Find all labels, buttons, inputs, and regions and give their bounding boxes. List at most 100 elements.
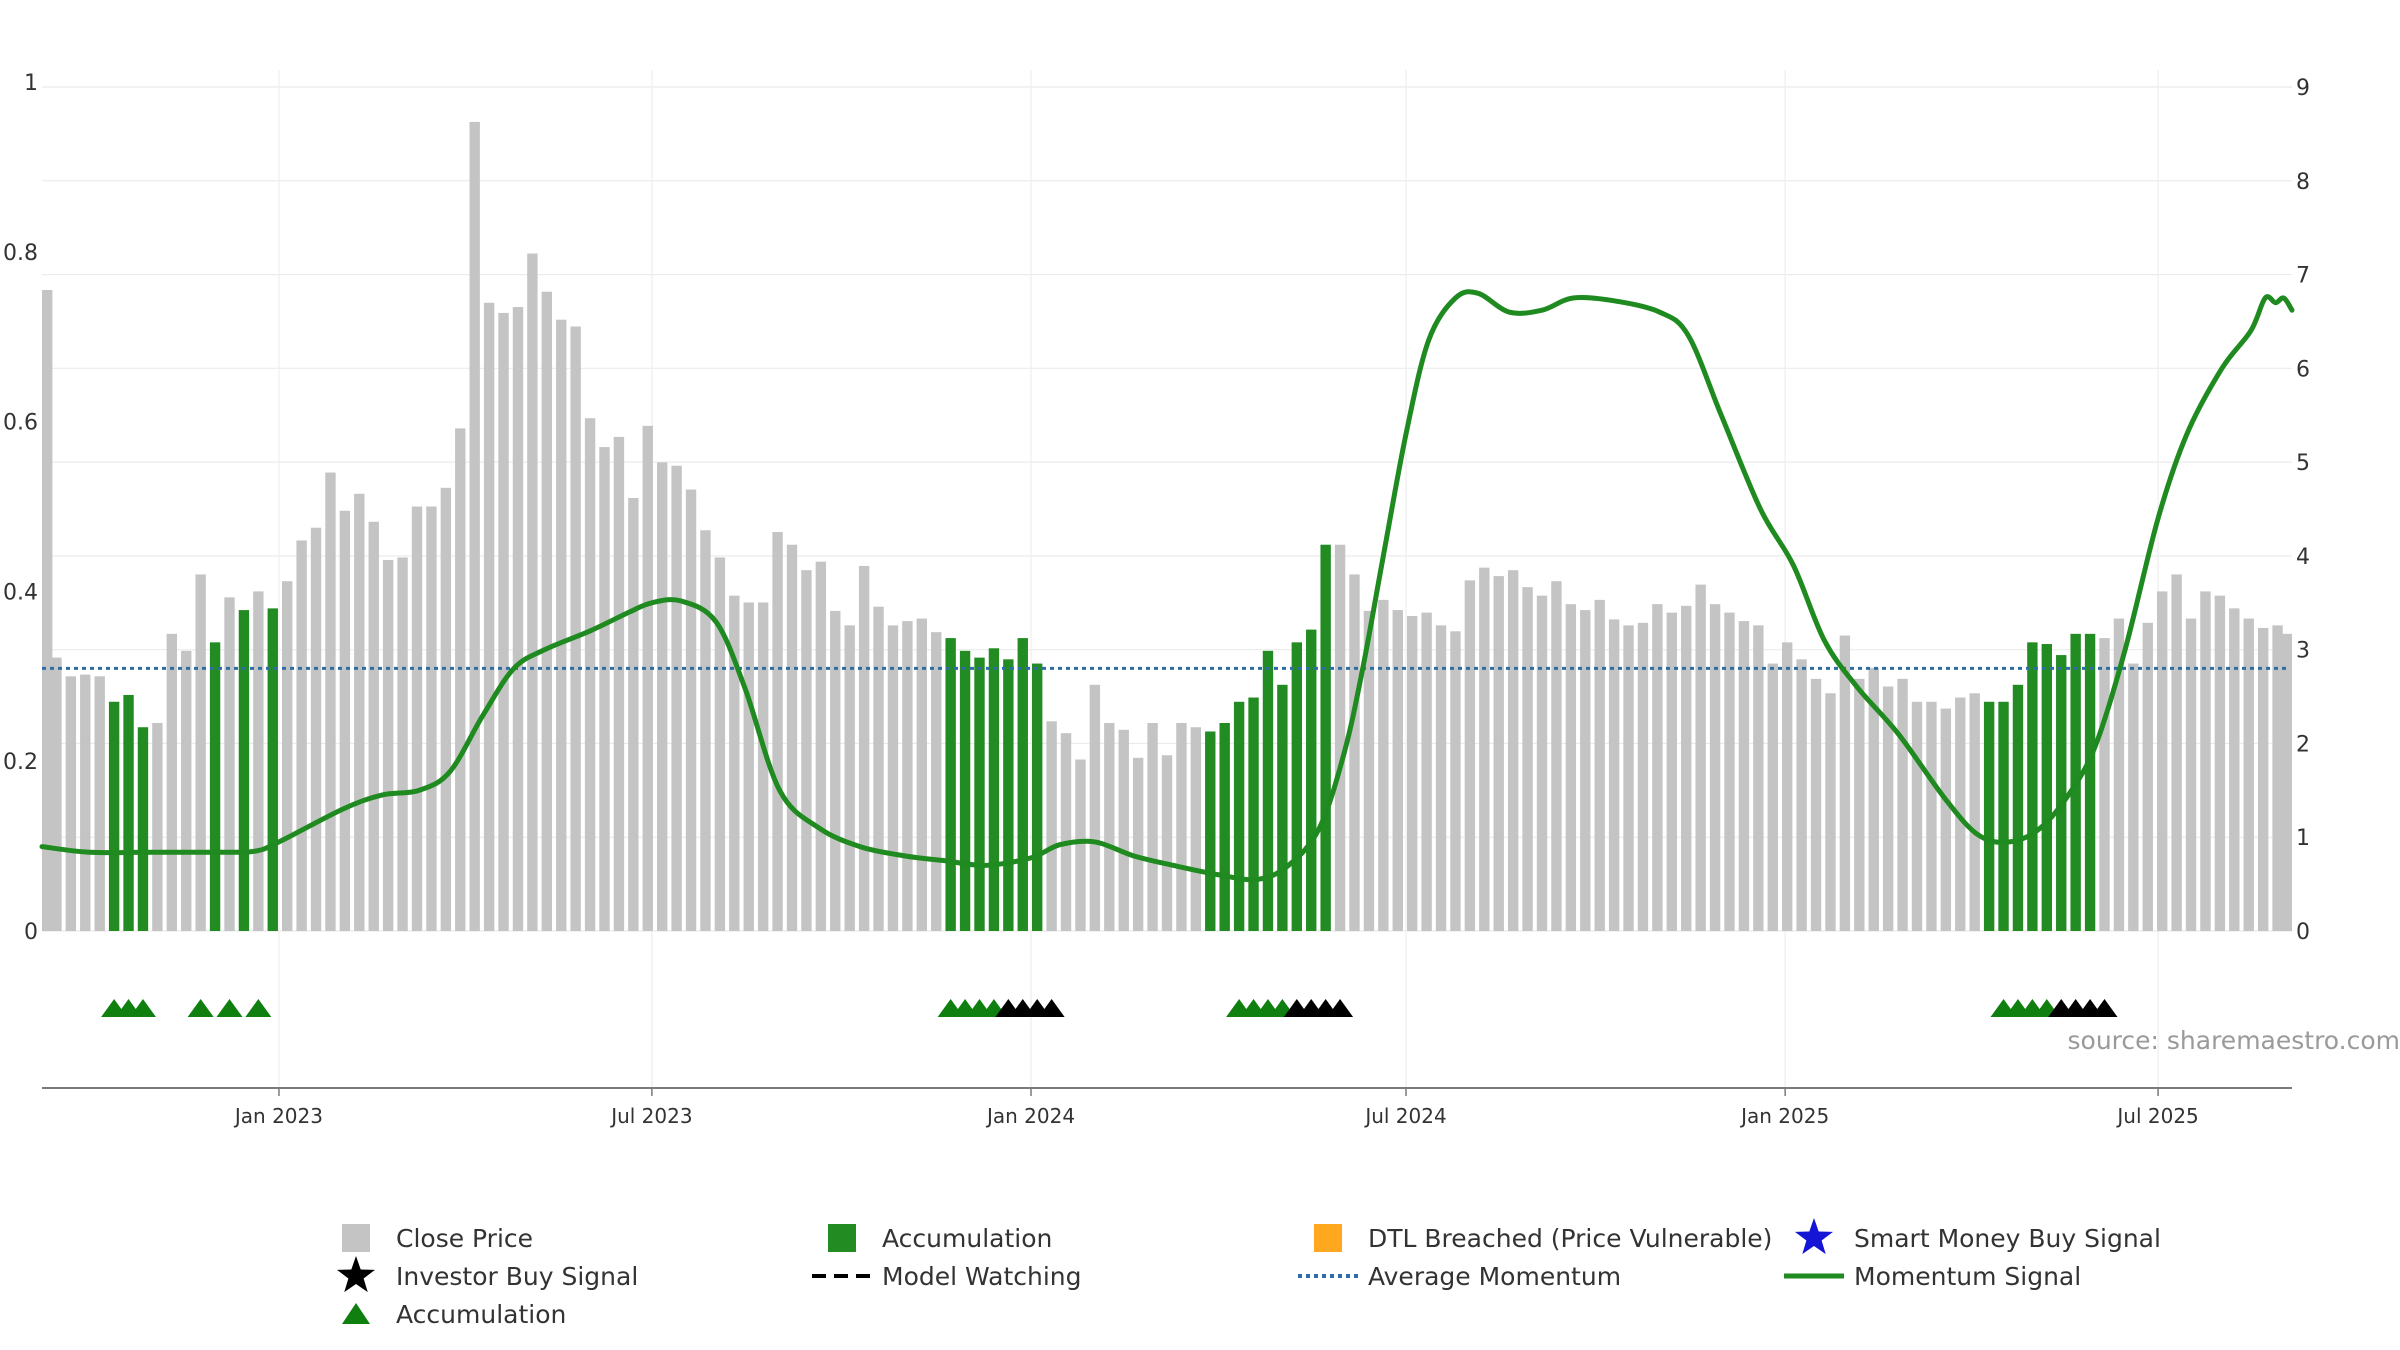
- accumulation-bar: [1219, 722, 1230, 931]
- close-price-bar: [2200, 591, 2211, 931]
- close-price-bar: [1839, 635, 1851, 931]
- legend-item: Investor Buy Signal: [336, 1256, 638, 1293]
- x-tick-label: Jan 2025: [1739, 1104, 1829, 1128]
- accumulation-bar: [209, 642, 221, 931]
- close-price-bar: [887, 625, 899, 931]
- close-price-bar: [1493, 576, 1504, 931]
- close-price-bar: [1089, 684, 1101, 931]
- accumulation-bar: [2084, 633, 2096, 931]
- close-price-bar: [1911, 701, 1923, 931]
- close-price-bar: [628, 498, 639, 931]
- accumulation-bar: [1320, 544, 1331, 931]
- accumulation-bar: [1998, 701, 2009, 931]
- close-price-bar: [1695, 584, 1706, 931]
- close-price-bar: [1868, 667, 1879, 931]
- accumulation-bar: [2041, 644, 2052, 931]
- close-price-bar: [368, 521, 379, 931]
- close-price-bar: [2099, 638, 2110, 931]
- close-price-bars: [42, 121, 2292, 932]
- signal-markers: [101, 999, 2118, 1017]
- y-left-tick-label: 0: [24, 920, 38, 945]
- close-price-bar: [1132, 757, 1144, 931]
- close-price-bar: [1724, 612, 1735, 931]
- legend-item: DTL Breached (Price Vulnerable): [1314, 1224, 1772, 1253]
- investor-buy-marker: [1038, 999, 1065, 1017]
- close-price-bar: [455, 428, 466, 931]
- close-price-bar: [657, 462, 668, 931]
- legend-label: DTL Breached (Price Vulnerable): [1368, 1224, 1772, 1253]
- accumulation-bar: [238, 610, 250, 931]
- close-price-bar: [931, 632, 942, 931]
- close-price-bar: [2185, 618, 2197, 931]
- close-price-bar: [1767, 663, 1778, 931]
- close-price-bar: [1161, 755, 1173, 931]
- close-price-bar: [1334, 544, 1346, 931]
- close-price-bar: [1681, 605, 1692, 931]
- accumulation-bar: [1003, 659, 1014, 931]
- close-price-bar: [1882, 686, 1894, 931]
- close-price-bar: [772, 531, 783, 931]
- close-price-bar: [1176, 722, 1187, 931]
- y-left-tick-label: 1: [24, 71, 38, 96]
- accumulation-bar: [2027, 642, 2038, 931]
- close-price-bar: [556, 319, 567, 932]
- x-tick-label: Jul 2023: [609, 1104, 692, 1128]
- close-price-bar: [426, 506, 437, 931]
- close-price-bar: [282, 581, 293, 931]
- momentum-signal-line: [39, 289, 2295, 883]
- close-price-bar: [325, 472, 336, 931]
- accumulation-bar: [1306, 629, 1317, 931]
- close-price-bar: [1551, 581, 1562, 931]
- accumulation-bar: [1291, 642, 1302, 931]
- close-price-bar: [1060, 733, 1072, 931]
- close-price-bar: [512, 306, 524, 931]
- y-left-tick-label: 0.4: [3, 580, 38, 605]
- legend-label: Momentum Signal: [1854, 1262, 2081, 1291]
- accumulation-bar: [123, 694, 134, 931]
- x-tick-label: Jan 2024: [985, 1104, 1075, 1128]
- y-right-tick-label: 0: [2296, 920, 2310, 945]
- close-price-bar: [1810, 678, 1822, 931]
- close-price-bar: [1782, 642, 1793, 931]
- legend-item: Accumulation: [828, 1224, 1052, 1253]
- grid: [42, 70, 2292, 1088]
- close-price-bar: [527, 253, 538, 932]
- close-price-bar: [541, 291, 552, 931]
- y-right-tick-label: 9: [2296, 76, 2310, 101]
- close-price-bar: [902, 621, 913, 931]
- close-price-bar: [873, 606, 884, 931]
- y-right-tick-label: 1: [2296, 826, 2310, 851]
- accumulation-bar: [1017, 638, 1028, 931]
- legend: Close Price Accumulation DTL Breached (Pri…: [336, 1218, 2161, 1329]
- close-price-bar: [1825, 693, 1836, 931]
- close-price-bar: [786, 544, 798, 931]
- y-left-tick-label: 0.2: [3, 750, 38, 775]
- close-price-bar: [642, 425, 653, 931]
- accumulation-bar: [2012, 684, 2024, 931]
- close-price-bar: [310, 527, 322, 931]
- legend-label: Close Price: [396, 1224, 533, 1253]
- legend-item: Model Watching: [812, 1262, 1082, 1291]
- close-price-bar: [1363, 610, 1375, 931]
- close-price-bar: [1738, 621, 1750, 931]
- close-price-bar: [498, 312, 509, 932]
- close-price-bar: [1594, 599, 1605, 931]
- close-price-bar: [469, 121, 480, 931]
- close-price-bar: [1435, 625, 1447, 931]
- close-price-bar: [2171, 574, 2182, 931]
- close-price-bar: [1940, 708, 1952, 931]
- close-price-bar: [729, 595, 740, 931]
- accumulation-marker: [216, 999, 243, 1017]
- close-price-bar: [1118, 729, 1129, 931]
- close-price-bar: [1580, 610, 1591, 931]
- close-price-bar: [1147, 722, 1158, 931]
- legend-star-icon: [1794, 1218, 1834, 1255]
- close-price-bar: [916, 618, 927, 931]
- legend-swatch-square: [342, 1224, 370, 1252]
- close-price-bar: [685, 489, 697, 931]
- close-price-bar: [2257, 627, 2269, 931]
- close-price-bar: [382, 559, 394, 931]
- close-price-bar: [2128, 663, 2139, 931]
- close-price-bar: [858, 565, 870, 931]
